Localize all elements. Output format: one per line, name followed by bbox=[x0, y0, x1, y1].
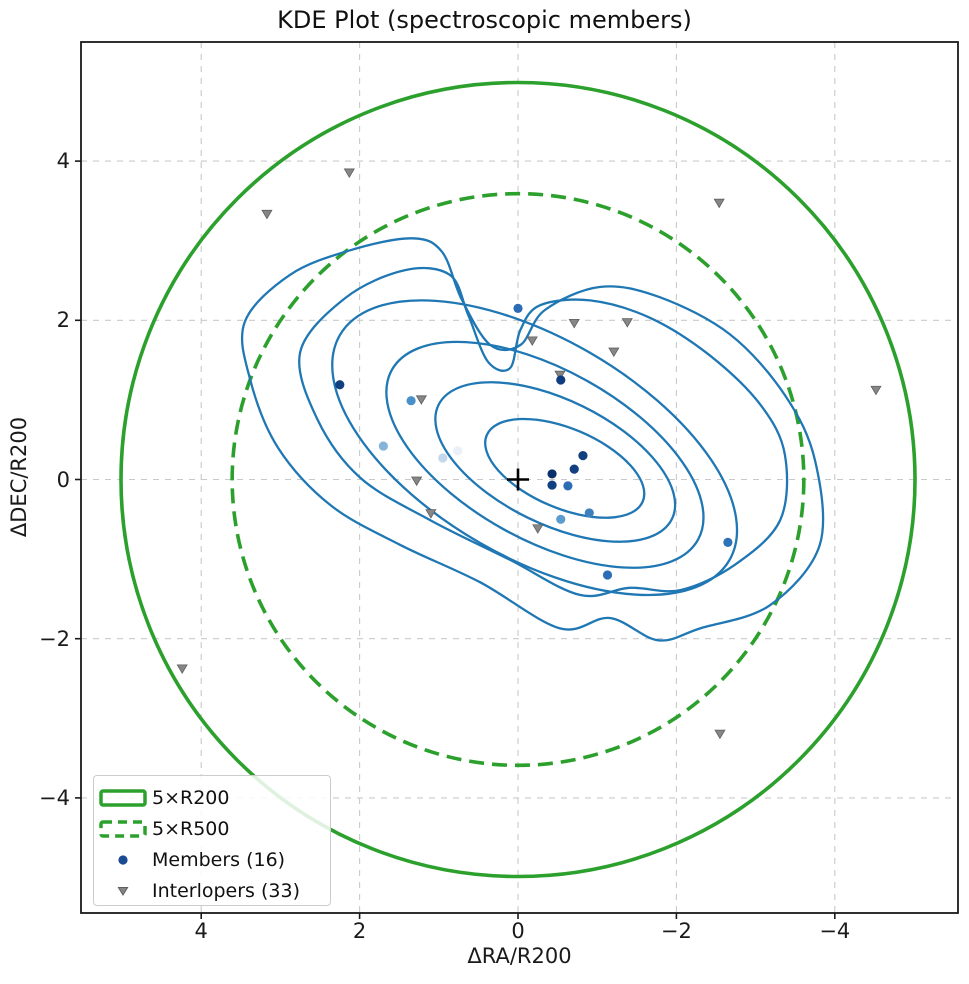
interloper-point bbox=[415, 395, 427, 405]
x-tick-label: −4 bbox=[819, 919, 851, 943]
legend-label-interlopers: Interlopers (33) bbox=[152, 880, 301, 902]
member-point bbox=[556, 514, 566, 524]
x-tick-label: 0 bbox=[511, 919, 525, 943]
interloper-point bbox=[714, 729, 726, 740]
legend-item-interlopers: Interlopers (33) bbox=[94, 876, 330, 906]
member-point bbox=[569, 464, 579, 474]
member-point bbox=[563, 481, 573, 491]
x-axis-label: ΔRA/R200 bbox=[467, 944, 572, 968]
x-tick-label: 4 bbox=[194, 919, 208, 943]
member-point bbox=[453, 446, 463, 456]
legend-label-r200: 5×R200 bbox=[152, 787, 230, 809]
interloper-point bbox=[554, 370, 566, 381]
interloper-point bbox=[261, 209, 273, 220]
interloper-point bbox=[411, 476, 423, 487]
kde-contour bbox=[484, 417, 646, 519]
member-point bbox=[578, 451, 588, 461]
member-point bbox=[513, 303, 523, 313]
member-point bbox=[602, 570, 613, 580]
x-tick-label: −2 bbox=[660, 919, 692, 943]
r500-dashed-circle-swatch-icon bbox=[94, 820, 152, 838]
member-point bbox=[584, 508, 594, 518]
member-point bbox=[547, 469, 557, 479]
kde-contour bbox=[298, 266, 789, 598]
interloper-point bbox=[621, 318, 633, 328]
kde-contour bbox=[240, 237, 825, 642]
member-point bbox=[723, 537, 733, 547]
interloper-point bbox=[568, 318, 580, 329]
legend-label-members: Members (16) bbox=[152, 849, 286, 871]
x-tick-label: 2 bbox=[352, 919, 367, 943]
member-point bbox=[547, 480, 557, 490]
y-tick-label: 2 bbox=[56, 308, 70, 333]
kde-contour bbox=[385, 340, 705, 569]
interloper-point bbox=[713, 198, 725, 209]
member-point bbox=[406, 396, 416, 406]
interloper-point bbox=[176, 664, 188, 674]
y-tick-label: 4 bbox=[56, 149, 70, 174]
interloper-point bbox=[343, 168, 355, 179]
interloper-point bbox=[608, 347, 620, 358]
y-tick-label: −4 bbox=[39, 785, 70, 810]
kde-contour bbox=[331, 299, 739, 597]
legend: 5×R200 5×R500 Members (16) Interlopers (… bbox=[93, 775, 331, 906]
interloper-triangle-swatch-icon bbox=[94, 882, 152, 900]
axes-box bbox=[80, 41, 959, 914]
member-point bbox=[335, 380, 345, 390]
member-point bbox=[378, 441, 388, 451]
r200-solid-circle-swatch-icon bbox=[94, 789, 152, 807]
member-point bbox=[556, 375, 566, 385]
r200-circle bbox=[119, 80, 917, 879]
r500-circle bbox=[230, 191, 806, 768]
kde-contour bbox=[434, 381, 677, 543]
interloper-point bbox=[870, 385, 882, 396]
y-tick-label: 0 bbox=[56, 467, 70, 492]
legend-item-r200: 5×R200 bbox=[94, 783, 330, 813]
member-dot-swatch-icon bbox=[94, 851, 152, 869]
interloper-point bbox=[526, 336, 538, 346]
legend-item-members: Members (16) bbox=[94, 845, 330, 875]
y-tick-label: −2 bbox=[39, 626, 70, 651]
legend-item-r500: 5×R500 bbox=[94, 814, 330, 844]
interloper-point bbox=[532, 524, 544, 534]
member-point bbox=[438, 453, 448, 463]
chart-title: KDE Plot (spectroscopic members) bbox=[277, 6, 692, 34]
legend-label-r500: 5×R500 bbox=[152, 818, 230, 840]
interloper-point bbox=[425, 509, 437, 519]
